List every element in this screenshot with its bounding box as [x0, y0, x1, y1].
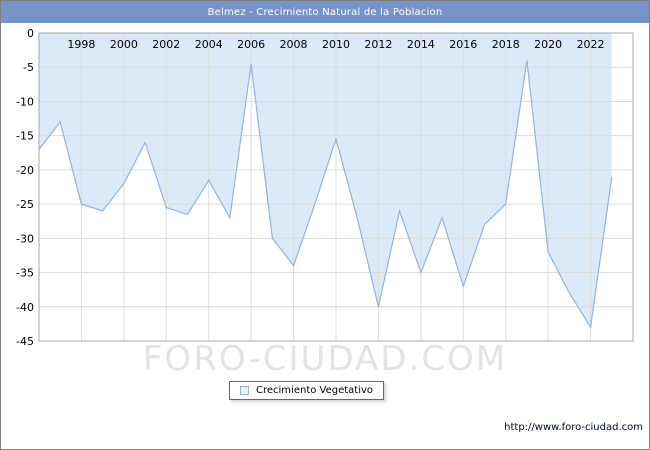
svg-text:2004: 2004	[195, 38, 223, 51]
svg-text:2000: 2000	[110, 38, 138, 51]
svg-text:0: 0	[27, 27, 34, 40]
legend: Crecimiento Vegetativo	[229, 381, 385, 400]
svg-text:-30: -30	[16, 232, 34, 245]
svg-text:2008: 2008	[280, 38, 308, 51]
svg-text:2018: 2018	[492, 38, 520, 51]
svg-text:2002: 2002	[152, 38, 180, 51]
svg-text:-25: -25	[16, 198, 34, 211]
svg-text:-40: -40	[16, 301, 34, 314]
svg-text:2014: 2014	[407, 38, 435, 51]
chart-title: Belmez - Crecimiento Natural de la Pobla…	[207, 6, 443, 18]
svg-text:-10: -10	[16, 95, 34, 108]
svg-text:-5: -5	[23, 61, 34, 74]
svg-text:2022: 2022	[577, 38, 605, 51]
svg-text:1998: 1998	[67, 38, 95, 51]
svg-text:2020: 2020	[534, 38, 562, 51]
chart-svg: 0 -5 -10 -15 -20 -25 -30 -35 -40 -45 1998 2000 2002 2…	[16, 27, 634, 348]
legend-label: Crecimiento Vegetativo	[256, 385, 374, 396]
svg-text:-35: -35	[16, 267, 34, 280]
svg-text:-20: -20	[16, 164, 34, 177]
svg-text:-15: -15	[16, 130, 34, 143]
svg-text:-45: -45	[16, 335, 34, 348]
title-bar: Belmez - Crecimiento Natural de la Pobla…	[1, 1, 649, 23]
svg-text:2012: 2012	[364, 38, 392, 51]
svg-text:2010: 2010	[322, 38, 350, 51]
svg-text:2016: 2016	[449, 38, 477, 51]
svg-text:2006: 2006	[237, 38, 265, 51]
footer-url: http://www.foro-ciudad.com	[504, 422, 643, 433]
legend-marker-icon	[240, 386, 249, 395]
